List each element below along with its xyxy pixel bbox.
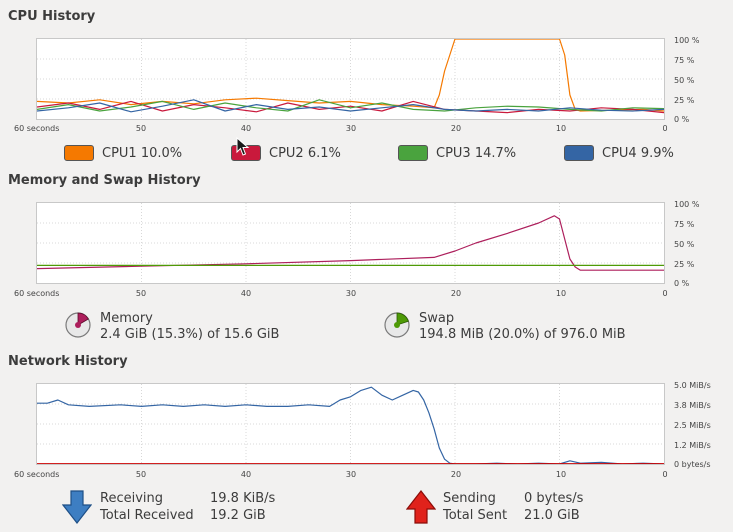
network-y-tick: 2.5 MiB/s — [674, 421, 711, 430]
cpu3-color-button[interactable] — [398, 145, 428, 161]
sending-legend: Sending Total Sent 0 bytes/s 21.0 GiB — [406, 490, 583, 524]
total-received-value: 19.2 GiB — [210, 508, 266, 523]
cpu4-value: 9.9% — [640, 145, 674, 161]
swap-pie-icon[interactable] — [383, 311, 411, 339]
cpu1-label: CPU1 — [102, 145, 137, 161]
receiving-value: 19.8 KiB/s — [210, 491, 276, 506]
cpu-x-tick: 60 seconds — [14, 124, 60, 133]
swap-legend: Swap 194.8 MiB (20.0%) of 976.0 MiB — [383, 311, 626, 343]
network-x-tick: 30 — [345, 470, 357, 479]
network-history-title: Network History — [8, 354, 128, 369]
memory-pie-icon[interactable] — [64, 311, 92, 339]
memory-x-tick: 50 — [135, 289, 147, 298]
cpu-y-tick: 75 % — [674, 56, 695, 65]
network-series-receiving — [37, 386, 664, 464]
memory-label: Memory — [100, 311, 153, 326]
network-y-tick: 5.0 MiB/s — [674, 381, 711, 390]
memory-x-tick: 0 — [662, 289, 668, 298]
sending-label: Sending — [443, 491, 496, 506]
total-received-label: Total Received — [100, 508, 194, 523]
cpu-chart — [37, 39, 664, 119]
receiving-label: Receiving — [100, 491, 164, 506]
sending-value: 0 bytes/s — [524, 491, 584, 506]
cpu-x-tick: 0 — [662, 124, 668, 133]
memory-series-memory — [37, 215, 664, 271]
memory-y-tick: 75 % — [674, 220, 695, 229]
memory-y-tick: 100 % — [674, 200, 700, 209]
network-y-tick: 3.8 MiB/s — [674, 401, 711, 410]
cpu-x-tick: 20 — [450, 124, 462, 133]
cpu-y-tick: 25 % — [674, 96, 695, 105]
network-x-tick: 60 seconds — [14, 470, 60, 479]
cpu3-legend: CPU3 14.7% — [398, 145, 516, 161]
cpu3-label: CPU3 — [436, 145, 471, 161]
memory-value: 2.4 GiB (15.3%) of 15.6 GiB — [100, 327, 280, 342]
network-chart — [37, 384, 664, 464]
memory-legend: Memory 2.4 GiB (15.3%) of 15.6 GiB — [64, 311, 279, 343]
swap-label: Swap — [419, 311, 455, 326]
network-x-tick: 50 — [135, 470, 147, 479]
receiving-legend: Receiving Total Received 19.8 KiB/s 19.2… — [62, 490, 275, 524]
memory-chart — [37, 203, 664, 283]
memory-x-tick: 60 seconds — [14, 289, 60, 298]
network-x-tick: 40 — [240, 470, 252, 479]
memory-y-tick: 0 % — [674, 279, 690, 288]
mouse-cursor-icon — [236, 137, 250, 156]
cpu-series-cpu4 — [37, 99, 664, 113]
cpu-y-tick: 0 % — [674, 115, 690, 124]
cpu1-legend: CPU1 10.0% — [64, 145, 182, 161]
memory-x-tick: 20 — [450, 289, 462, 298]
memory-x-tick: 30 — [345, 289, 357, 298]
cpu-y-tick: 100 % — [674, 36, 700, 45]
total-sent-value: 21.0 GiB — [524, 508, 580, 523]
cpu-history-title: CPU History — [8, 9, 96, 24]
cpu4-label: CPU4 — [602, 145, 637, 161]
network-y-tick: 1.2 MiB/s — [674, 441, 711, 450]
cpu1-color-button[interactable] — [64, 145, 94, 161]
cpu-x-tick: 30 — [345, 124, 357, 133]
memory-x-tick: 10 — [555, 289, 567, 298]
network-x-tick: 20 — [450, 470, 462, 479]
memory-y-tick: 50 % — [674, 240, 695, 249]
cpu-x-tick: 40 — [240, 124, 252, 133]
network-y-tick: 0 bytes/s — [674, 460, 711, 469]
memory-x-tick: 40 — [240, 289, 252, 298]
network-graph — [36, 383, 665, 465]
cpu-graph — [36, 38, 665, 120]
cpu2-label: CPU2 — [269, 145, 304, 161]
swap-value: 194.8 MiB (20.0%) of 976.0 MiB — [419, 327, 626, 342]
cpu-series-cpu1 — [37, 39, 664, 112]
cpu4-legend: CPU4 9.9% — [564, 145, 674, 161]
network-x-tick: 10 — [555, 470, 567, 479]
memory-graph — [36, 202, 665, 284]
send-arrow-icon[interactable] — [406, 490, 436, 524]
cpu-x-tick: 10 — [555, 124, 567, 133]
cpu1-value: 10.0% — [140, 145, 183, 161]
cpu3-value: 14.7% — [474, 145, 517, 161]
network-x-tick: 0 — [662, 470, 668, 479]
memory-y-tick: 25 % — [674, 260, 695, 269]
cpu-x-tick: 50 — [135, 124, 147, 133]
receive-arrow-icon[interactable] — [62, 490, 92, 524]
memory-history-title: Memory and Swap History — [8, 173, 201, 188]
cpu4-color-button[interactable] — [564, 145, 594, 161]
cpu2-value: 6.1% — [307, 145, 341, 161]
cpu-y-tick: 50 % — [674, 76, 695, 85]
total-sent-label: Total Sent — [443, 508, 508, 523]
